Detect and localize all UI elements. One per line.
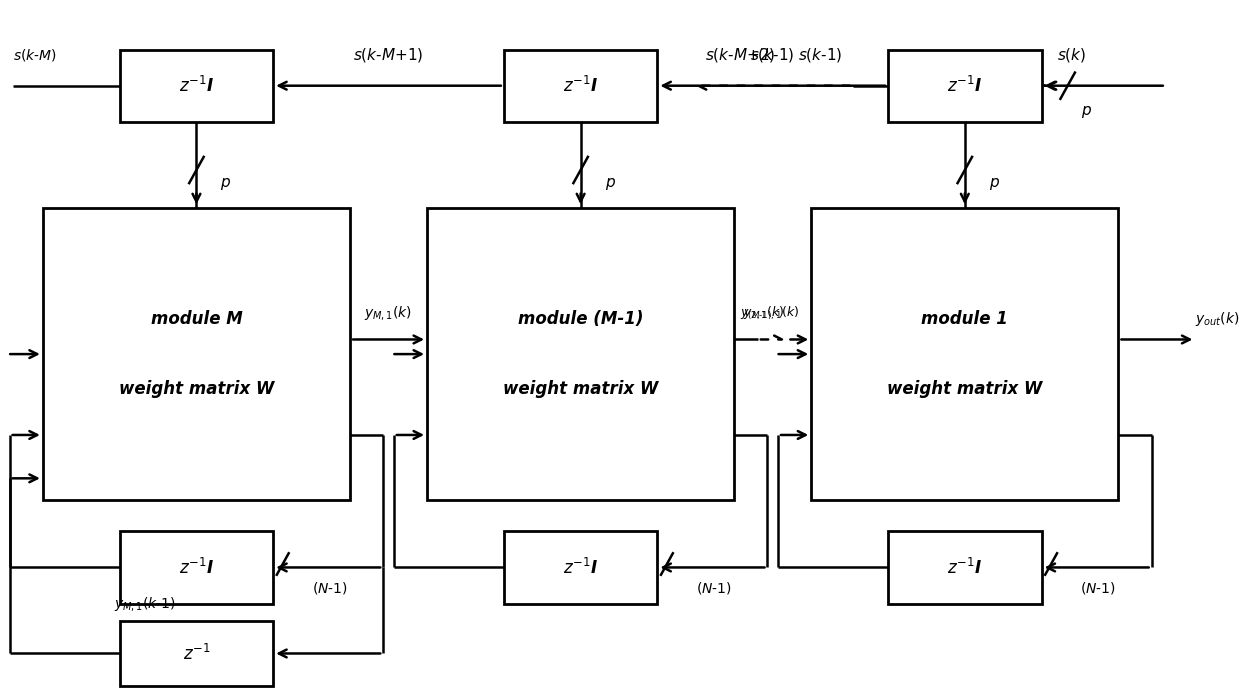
Bar [888, 531, 1042, 603]
Text: $y_{2,1}(k)$: $y_{2,1}(k)$ [743, 305, 784, 322]
Bar [120, 50, 274, 122]
Text: $z^{-1}$I: $z^{-1}$I [948, 558, 983, 578]
Text: $y_{M,1}(k)$: $y_{M,1}(k)$ [364, 304, 413, 322]
Text: $(N\text{-}1)$: $(N\text{-}1)$ [312, 580, 348, 596]
Text: $p$: $p$ [605, 176, 616, 192]
Text: $y_{M,1}(k\text{-}1)$: $y_{M,1}(k\text{-}1)$ [114, 594, 176, 613]
Bar [43, 208, 351, 500]
Text: $s(k\text{-}M\text{+}2)$: $s(k\text{-}M\text{+}2)$ [705, 46, 776, 64]
Text: module 1: module 1 [922, 310, 1009, 328]
Text: $z^{-1}$: $z^{-1}$ [182, 643, 211, 663]
Bar [427, 208, 735, 500]
Bar [504, 531, 658, 603]
Bar [120, 621, 274, 686]
Bar [504, 50, 658, 122]
Text: $z^{-1}$I: $z^{-1}$I [178, 75, 214, 96]
Bar [888, 50, 1042, 122]
Text: weight matrix W: weight matrix W [503, 380, 658, 398]
Text: $p$: $p$ [221, 176, 232, 192]
Text: module M: module M [151, 310, 243, 328]
Bar [812, 208, 1119, 500]
Text: $p$: $p$ [989, 176, 1000, 192]
Text: $z^{-1}$I: $z^{-1}$I [178, 558, 214, 578]
Text: $s(k\text{-}M)$: $s(k\text{-}M)$ [14, 47, 57, 63]
Text: $z^{-1}$I: $z^{-1}$I [563, 558, 598, 578]
Text: weight matrix W: weight matrix W [887, 380, 1042, 398]
Text: $s(k\text{-}M\text{+}1)$: $s(k\text{-}M\text{+}1)$ [353, 46, 424, 64]
Text: $s(k\text{-}1)$: $s(k\text{-}1)$ [798, 46, 843, 64]
Text: $s(k\text{-}1)$: $s(k\text{-}1)$ [751, 46, 795, 64]
Bar [120, 531, 274, 603]
Text: $(N\text{-}1)$: $(N\text{-}1)$ [696, 580, 732, 596]
Text: $y_{out}(k)$: $y_{out}(k)$ [1196, 310, 1239, 328]
Text: $p$: $p$ [1082, 104, 1092, 120]
Text: $z^{-1}$I: $z^{-1}$I [948, 75, 983, 96]
Text: module (M-1): module (M-1) [518, 310, 643, 328]
Text: weight matrix W: weight matrix W [119, 380, 274, 398]
Text: $(N\text{-}1)$: $(N\text{-}1)$ [1080, 580, 1116, 596]
Text: $s(k)$: $s(k)$ [1057, 46, 1085, 64]
Text: $y_{(M\text{-}1),1}(k)$: $y_{(M\text{-}1),1}(k)$ [740, 305, 799, 322]
Text: $z^{-1}$I: $z^{-1}$I [563, 75, 598, 96]
